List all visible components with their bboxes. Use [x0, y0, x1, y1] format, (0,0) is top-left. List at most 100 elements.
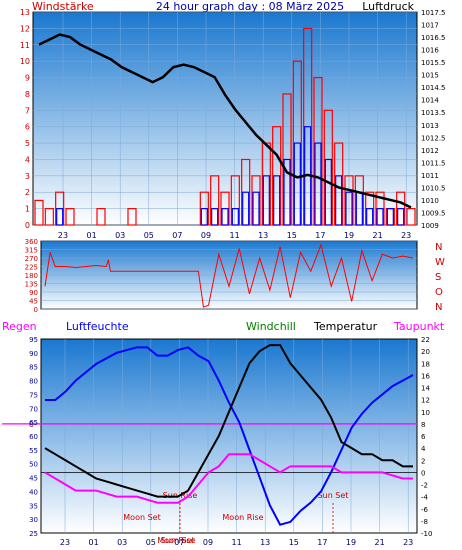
pressure-tick-label: 1010.5 [421, 184, 446, 192]
pressure-tick-label: 1015.5 [421, 59, 446, 67]
humidity-tick-label: 70 [29, 405, 38, 413]
pressure-tick-label: 1011 [421, 172, 439, 180]
pressure-tick-label: 1016 [421, 47, 439, 55]
humidity-tick-label: 50 [29, 461, 38, 469]
temperature-tick-label: 6 [421, 433, 426, 441]
x-tick-label: 15 [287, 231, 297, 240]
wind-gust-bar [406, 208, 416, 226]
pressure-tick-label: 1016.5 [421, 34, 446, 42]
pressure-tick-label: 1017 [421, 22, 439, 30]
pressure-tick-label: 1013 [421, 122, 439, 130]
astronomy-label: Moon Rise [222, 513, 263, 522]
pressure-tick-label: 1015 [421, 72, 439, 80]
wind-tick-label: 12 [20, 24, 30, 33]
humidity-tick-label: 60 [29, 433, 38, 441]
x-tick-label: 03 [115, 231, 125, 240]
temperature-tick-label: -10 [421, 530, 432, 538]
humidity-tick-label: 55 [29, 447, 38, 455]
x-tick-label: 19 [346, 538, 356, 547]
x-tick-label: 19 [344, 231, 354, 240]
astronomy-label: Moon Set [157, 536, 194, 545]
direction-tick-label: 0 [34, 306, 38, 314]
wind-tick-label: 0 [25, 221, 30, 230]
x-tick-label: 21 [373, 231, 383, 240]
wind-tick-label: 13 [20, 8, 30, 17]
wind-tick-label: 11 [20, 41, 30, 50]
humidity-tick-label: 30 [29, 516, 38, 524]
wind-series [34, 27, 416, 226]
pressure-axis-ticks: 1009 1009.5 1010 1010.5 1011 1011.5 1012 1012.5… [421, 9, 446, 230]
temperature-tick-label: 2 [421, 457, 425, 465]
astronomy-label: Sun Set [318, 491, 349, 500]
wind-tick-label: 8 [25, 90, 30, 99]
pressure-series [38, 33, 412, 209]
wind-gust-bar [44, 208, 54, 226]
wind-gust-bar [65, 208, 75, 226]
temperature-tick-label: 18 [421, 360, 430, 368]
humidity-tick-label: 85 [29, 364, 38, 372]
compass-label: O [435, 287, 443, 298]
direction-gridlines [41, 240, 417, 310]
astronomy-label: Sun Rise [161, 536, 196, 545]
wind-average-bar [56, 208, 64, 226]
wind-average-bar [252, 191, 260, 226]
x-tick-label: 11 [230, 231, 240, 240]
wind-average-bar [314, 142, 322, 226]
wind-gust-bar [127, 208, 137, 226]
wind-average-bar [386, 208, 394, 226]
humidity-tick-label: 90 [29, 350, 38, 358]
x-tick-label: 05 [144, 231, 154, 240]
x-tick-label: 23 [58, 231, 68, 240]
temperature-plot-area [40, 338, 418, 534]
temperature-tick-label: 8 [421, 421, 425, 429]
zero-label: 0 [29, 420, 34, 429]
wind-average-bar [221, 208, 229, 226]
legend-windchill: Windchill [246, 320, 296, 333]
legend-humidity: Luftfeuchte [66, 320, 129, 333]
humidity-tick-label: 35 [29, 502, 38, 510]
compass-label: S [435, 272, 441, 283]
temperature-tick-label: 0 [421, 469, 425, 477]
wind-average-bar [345, 191, 353, 226]
x-tick-label: 07 [172, 231, 182, 240]
wind-average-bar [262, 175, 270, 226]
wind-tick-label: 6 [25, 123, 30, 132]
humidity-tick-label: 45 [29, 475, 38, 483]
x-tick-label: 13 [258, 231, 268, 240]
direction-tick-label: 360 [25, 238, 38, 246]
temperature-tick-label: -8 [421, 518, 428, 526]
x-tick-label: 13 [260, 538, 270, 547]
x-tick-label: 09 [203, 538, 213, 547]
temperature-tick-label: -4 [421, 494, 429, 502]
x-tick-label: 01 [89, 538, 99, 547]
wind-average-bar [324, 158, 332, 226]
x-tick-label: 01 [87, 231, 97, 240]
humidity-tick-label: 80 [29, 378, 38, 386]
wind-tick-label: 5 [25, 139, 30, 148]
wind-axis-title: Windstärke [32, 0, 94, 13]
x-tick-label: 03 [117, 538, 127, 547]
wind-average-bar [366, 208, 374, 226]
temperature-axis-ticks: -10 -8 -6 -4 -2 0 2 4 6 8 10 12 14 16 18 20 22 [421, 336, 432, 538]
legend-dewpoint: Taupunkt [393, 320, 445, 333]
x-tick-label: 23 [403, 538, 413, 547]
wind-average-bar [397, 208, 405, 226]
pressure-line [38, 33, 412, 209]
pressure-tick-label: 1009 [421, 222, 439, 230]
wind-tick-label: 4 [25, 155, 30, 164]
pressure-tick-label: 1017.5 [421, 9, 446, 17]
wind-average-bar [211, 208, 219, 226]
pressure-tick-label: 1014.5 [421, 84, 446, 92]
x-tick-label: 23 [401, 231, 411, 240]
wind-average-bar [242, 191, 250, 226]
wind-average-bar [376, 208, 384, 226]
temperature-tick-label: 14 [421, 385, 430, 393]
wind-average-bar [335, 175, 343, 226]
x-tick-label: 11 [232, 538, 242, 547]
wind-average-bar [293, 142, 301, 226]
direction-tick-label: 135 [25, 281, 38, 289]
astronomy-label: Moon Set [123, 513, 160, 522]
